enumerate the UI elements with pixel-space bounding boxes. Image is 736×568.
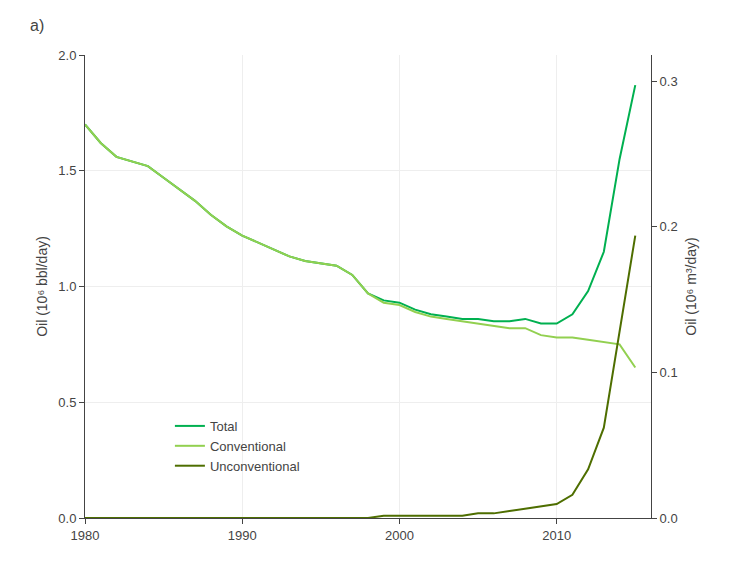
- svg-text:2.0: 2.0: [58, 48, 76, 63]
- svg-text:1.5: 1.5: [58, 163, 76, 178]
- svg-text:Total: Total: [210, 419, 238, 434]
- svg-text:Unconventional: Unconventional: [210, 459, 300, 474]
- svg-text:0.3: 0.3: [660, 74, 678, 89]
- svg-text:a): a): [30, 17, 44, 34]
- svg-text:0.2: 0.2: [660, 219, 678, 234]
- svg-text:2000: 2000: [385, 528, 414, 543]
- svg-text:0.0: 0.0: [660, 511, 678, 526]
- svg-text:2010: 2010: [542, 528, 571, 543]
- svg-text:Oil (10⁶ m³/day): Oil (10⁶ m³/day): [683, 237, 699, 335]
- svg-text:1.0: 1.0: [58, 279, 76, 294]
- svg-text:0.5: 0.5: [58, 395, 76, 410]
- svg-text:0.1: 0.1: [660, 365, 678, 380]
- svg-text:0.0: 0.0: [58, 511, 76, 526]
- svg-text:Oil (10⁶ bbl/day): Oil (10⁶ bbl/day): [34, 236, 50, 337]
- svg-text:1990: 1990: [228, 528, 257, 543]
- svg-text:1980: 1980: [71, 528, 100, 543]
- svg-text:Conventional: Conventional: [210, 439, 286, 454]
